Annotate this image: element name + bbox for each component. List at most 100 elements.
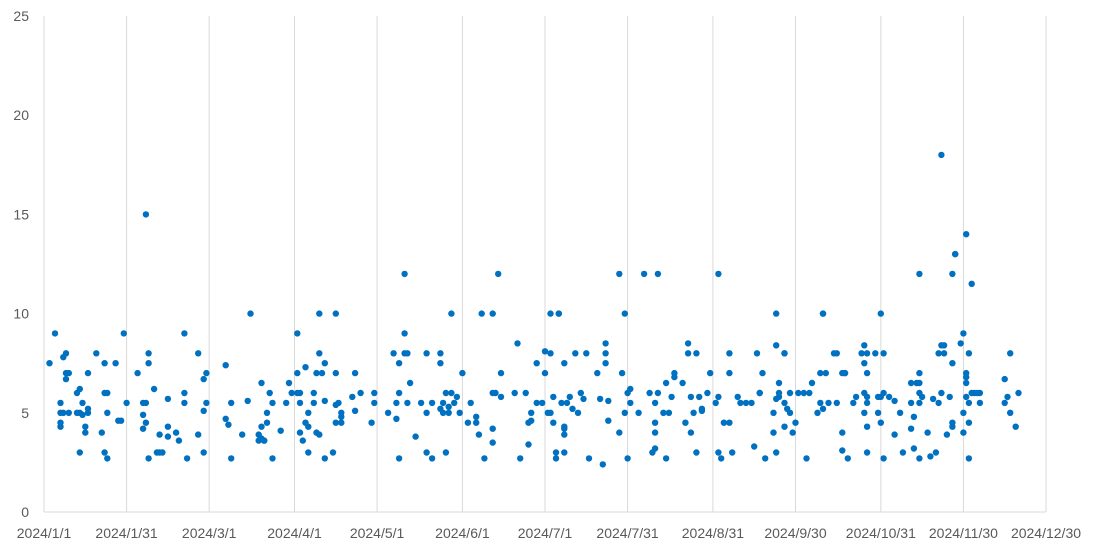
- data-point: 2024-09-23: 8.4: [773, 342, 780, 349]
- data-point: 2024-01-23: 7.5: [101, 360, 108, 367]
- data-point: 2024-09-06: 8: [726, 350, 733, 357]
- data-point: 2024-02-29: 7: [203, 369, 210, 377]
- data-point: 2024-10-15: 8: [833, 350, 840, 357]
- data-point: 2024-10-08: 5: [814, 409, 821, 416]
- data-point: 2024-03-22: 4.5: [263, 419, 271, 426]
- data-point: 2024-11-14: 6.5: [916, 379, 923, 387]
- data-point: 2024-09-04: 4.5: [720, 419, 728, 426]
- data-point: 2024-09-07: 3: [729, 449, 736, 456]
- data-point: 2024-12-02: 8: [965, 350, 973, 357]
- data-point: 2024-11-22: 18: [938, 151, 945, 159]
- data-point: 2024-04-11: 7: [318, 369, 326, 377]
- data-point: 2024-08-22: 8.5: [684, 340, 692, 347]
- data-point: 2024-07-03: 5: [547, 409, 554, 416]
- x-tick-label: 2024/4/1: [267, 525, 322, 541]
- data-point: 2024-04-12: 5.6: [321, 397, 328, 405]
- data-point: 2024-08-23: 5.8: [687, 393, 695, 401]
- data-point: 2024-06-06: 4.8: [473, 413, 480, 420]
- data-point: 2024-11-21: 8: [935, 350, 942, 357]
- data-point: 2024-05-08: 4.7: [393, 415, 400, 422]
- data-point: 2024-01-09: 8: [62, 350, 70, 357]
- data-point: 2024-01-22: 4: [98, 429, 106, 436]
- data-point: 2024-05-09: 7.5: [395, 360, 403, 367]
- data-point: 2024-10-10: 10: [819, 310, 827, 317]
- y-tick-label: 20: [13, 107, 29, 123]
- data-point: 2024-05-30: 5.8: [453, 393, 461, 401]
- data-point: 2024-11-14: 2.7: [916, 455, 923, 462]
- data-point: 2024-06-12: 3.5: [489, 439, 496, 446]
- data-point: 2024-02-15: 4.3: [164, 423, 172, 430]
- data-point: 2024-04-18: 4.5: [338, 419, 345, 426]
- data-point: 2024-11-24: 3.9: [943, 431, 951, 438]
- x-tick-label: 2024/7/31: [596, 525, 658, 541]
- data-point: 2024-02-21: 5.5: [181, 399, 188, 407]
- data-point: 2024-12-02: 4.5: [965, 419, 973, 426]
- data-point: 2024-08-10: 4.5: [651, 419, 659, 426]
- data-point: 2024-08-25: 3: [693, 449, 700, 456]
- data-point: 2024-06-12: 10: [489, 310, 496, 317]
- data-point: 2024-04-02: 9: [294, 330, 301, 337]
- data-point: 2024-12-01: 5.8: [963, 393, 970, 401]
- data-point: 2024-09-09: 5.8: [734, 393, 741, 401]
- data-point: 2024-04-30: 6: [371, 389, 378, 397]
- data-point: 2024-06-20: 6: [511, 389, 518, 397]
- data-point: 2024-01-16: 4: [82, 429, 89, 436]
- data-point: 2024-04-30: 5.5: [371, 399, 378, 407]
- data-point: 2024-10-31: 10: [877, 310, 884, 317]
- x-tick-label: 2024/11/30: [929, 525, 998, 541]
- data-point: 2024-11-14: 5.5: [916, 399, 923, 407]
- data-point: 2024-04-10: 3.9: [316, 431, 323, 438]
- data-point: 2024-06-08: 10: [478, 310, 485, 317]
- data-point: 2024-10-06: 6.5: [808, 379, 816, 387]
- data-point: 2024-11-11: 4.2: [907, 425, 915, 432]
- data-point: 2024-05-12: 8: [404, 350, 411, 357]
- data-point: 2024-08-10: 3.2: [651, 445, 659, 452]
- data-point: 2024-11-03: 5.8: [885, 393, 893, 401]
- data-point: 2024-05-09: 2.7: [395, 455, 403, 462]
- x-tick-label: 2024/1/1: [17, 525, 72, 541]
- data-point: 2024-10-26: 3: [863, 449, 871, 456]
- data-point: 2024-11-11: 6.5: [907, 379, 915, 387]
- data-point: 2024-02-13: 3: [159, 449, 166, 456]
- data-point: 2024-10-29: 8: [872, 350, 879, 357]
- data-point: 2024-07-09: 5.5: [563, 399, 571, 407]
- data-point: 2024-08-11: 12: [654, 270, 662, 278]
- data-point: 2024-02-06: 4.2: [139, 425, 147, 432]
- data-point: 2024-11-19: 5.7: [929, 395, 937, 403]
- data-point: 2024-01-10: 7: [65, 369, 73, 377]
- data-point: 2024-11-01: 2.7: [880, 455, 887, 462]
- data-point: 2024-04-12: 2.7: [321, 455, 328, 462]
- data-point: 2024-07-23: 7.5: [602, 360, 609, 367]
- data-point: 2024-05-27: 5.3: [445, 403, 452, 410]
- data-point: 2024-04-06: 4.3: [305, 423, 312, 430]
- data-point: 2024-12-17: 8: [1007, 350, 1014, 357]
- data-point: 2024-07-24: 4.6: [605, 417, 612, 424]
- data-point: 2024-04-16: 7: [332, 369, 339, 377]
- x-tick-label: 2024/9/30: [764, 525, 826, 541]
- data-point: 2024-05-21: 5.5: [428, 399, 436, 407]
- data-point: 2024-04-08: 6: [310, 389, 317, 397]
- data-point: 2024-06-06: 4.5: [473, 419, 480, 426]
- data-point: 2024-09-02: 3: [715, 449, 722, 456]
- data-point: 2024-09-06: 4.5: [726, 419, 733, 426]
- data-point: 2024-08-10: 4: [651, 429, 659, 436]
- data-point: 2024-12-15: 5.5: [1001, 399, 1008, 407]
- data-point: 2024-11-26: 4.3: [949, 423, 956, 430]
- data-point: 2024-10-21: 5.5: [850, 399, 857, 407]
- data-point: 2024-11-05: 5.6: [891, 397, 898, 405]
- data-point: 2024-02-15: 3.8: [164, 433, 172, 440]
- data-point: 2024-12-06: 6: [976, 389, 984, 397]
- data-point: 2024-01-14: 6.2: [76, 385, 84, 393]
- data-points: 2024-01-03: 7.5 2024-01-05: 9 2024-01-07: …: [46, 151, 1022, 468]
- data-point: 2024-10-01: 6: [795, 389, 802, 397]
- data-point: 2024-04-05: 7.3: [302, 364, 309, 371]
- data-point: 2024-07-10: 5.8: [566, 393, 573, 401]
- data-point: 2024-05-17: 5.5: [417, 399, 425, 407]
- data-point: 2024-10-26: 5.8: [863, 393, 871, 401]
- data-point: 2024-12-01: 14: [963, 231, 970, 238]
- data-point: 2024-12-16: 5.8: [1004, 393, 1011, 401]
- data-point: 2024-12-01: 6.8: [963, 373, 970, 381]
- data-point: 2024-11-17: 4: [924, 429, 931, 436]
- data-point: 2024-07-01: 7: [541, 369, 549, 377]
